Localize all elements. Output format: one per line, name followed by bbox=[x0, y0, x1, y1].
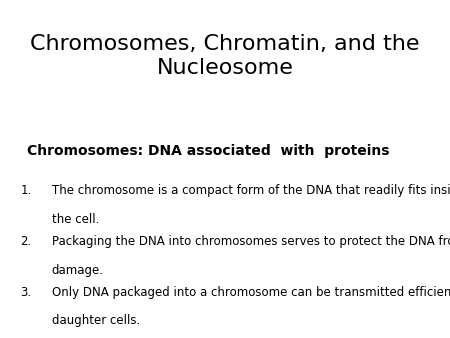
Text: 2.: 2. bbox=[20, 235, 32, 248]
Text: daughter cells.: daughter cells. bbox=[52, 314, 140, 327]
Text: Chromosomes, Chromatin, and the
Nucleosome: Chromosomes, Chromatin, and the Nucleoso… bbox=[30, 34, 420, 78]
Text: 3.: 3. bbox=[20, 286, 32, 298]
Text: Only DNA packaged into a chromosome can be transmitted efficient to: Only DNA packaged into a chromosome can … bbox=[52, 286, 450, 298]
Text: Packaging the DNA into chromosomes serves to protect the DNA from: Packaging the DNA into chromosomes serve… bbox=[52, 235, 450, 248]
Text: The chromosome is a compact form of the DNA that readily fits inside: The chromosome is a compact form of the … bbox=[52, 184, 450, 197]
Text: damage.: damage. bbox=[52, 264, 104, 276]
Text: the cell.: the cell. bbox=[52, 213, 99, 226]
Text: 1.: 1. bbox=[20, 184, 32, 197]
Text: Chromosomes: DNA associated  with  proteins: Chromosomes: DNA associated with protein… bbox=[27, 144, 390, 158]
